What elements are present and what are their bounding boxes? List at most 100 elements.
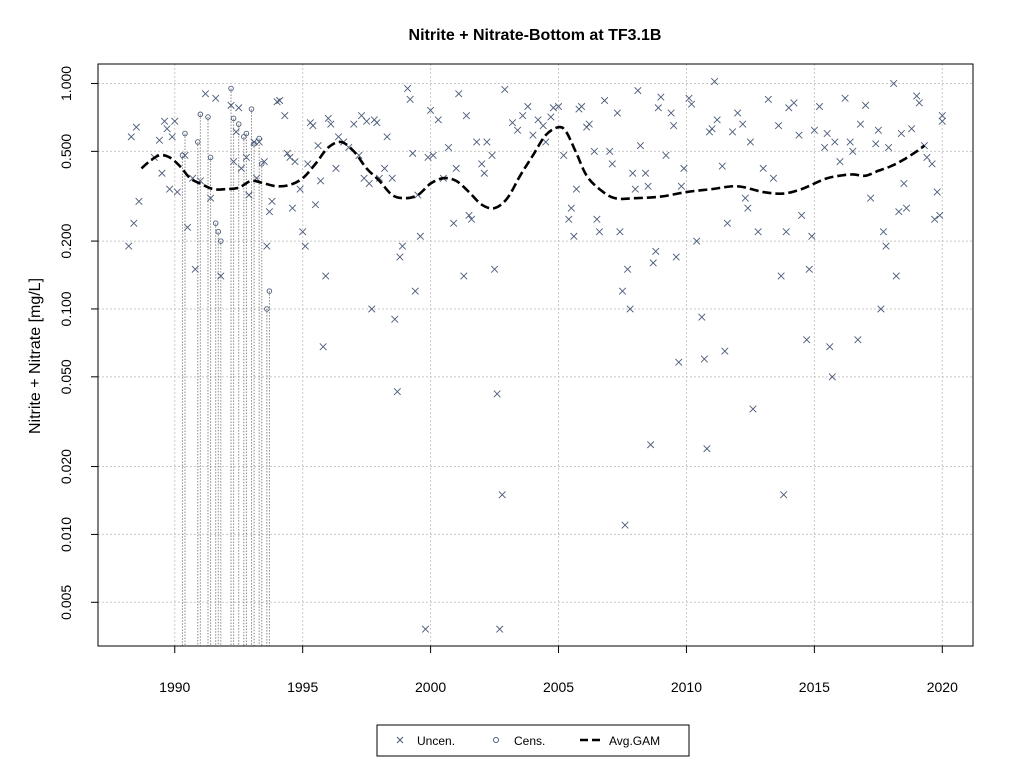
legend-box xyxy=(376,724,690,757)
censored-point xyxy=(228,85,234,92)
censored-point xyxy=(248,106,255,112)
uncensored-point xyxy=(703,445,711,453)
uncensored-point xyxy=(380,164,389,173)
uncensored-point xyxy=(478,160,486,168)
uncensored-point xyxy=(877,305,885,313)
uncensored-point xyxy=(795,131,803,139)
uncensored-point xyxy=(409,149,417,157)
uncensored-point xyxy=(892,272,900,280)
uncensored-point xyxy=(130,219,138,227)
uncensored-point xyxy=(718,162,726,170)
uncensored-point xyxy=(698,313,706,321)
uncensored-point xyxy=(744,204,752,212)
uncensored-point xyxy=(301,242,309,250)
uncensored-point xyxy=(235,104,243,112)
uncensored-point xyxy=(797,211,806,219)
uncensored-point xyxy=(388,174,396,182)
uncensored-point xyxy=(764,95,772,104)
y-tick-label: 0.050 xyxy=(58,359,74,394)
uncensored-point xyxy=(874,126,882,134)
uncensored-point xyxy=(808,232,816,240)
uncensored-point xyxy=(820,143,829,152)
uncensored-point xyxy=(803,336,811,344)
x-tick-label: 1995 xyxy=(287,679,318,695)
uncensored-point xyxy=(585,120,593,128)
x-tick-label: 2000 xyxy=(415,679,446,695)
uncensored-point xyxy=(626,305,634,313)
uncensored-point xyxy=(276,96,284,105)
uncensored-point xyxy=(780,491,788,499)
uncensored-point xyxy=(496,625,504,633)
uncensored-point xyxy=(577,102,586,111)
uncensored-point xyxy=(135,197,143,205)
uncensored-point xyxy=(191,265,199,273)
uncensored-point xyxy=(713,116,721,124)
uncensored-point xyxy=(928,160,936,168)
uncensored-point xyxy=(608,160,616,168)
uncensored-point xyxy=(560,151,568,159)
uncensored-point xyxy=(931,215,939,223)
uncensored-point xyxy=(255,138,263,146)
uncensored-point xyxy=(708,125,716,133)
uncensored-point xyxy=(849,147,857,155)
uncensored-point xyxy=(245,191,253,199)
y-tick-label: 0.020 xyxy=(58,449,74,484)
uncensored-point xyxy=(654,104,662,112)
uncensored-point xyxy=(782,228,790,236)
uncensored-point xyxy=(166,185,174,193)
censored-point xyxy=(205,114,211,120)
uncensored-point xyxy=(467,215,476,223)
uncensored-point xyxy=(513,126,522,134)
uncensored-series xyxy=(125,77,946,633)
uncensored-point xyxy=(677,182,685,190)
uncensored-point xyxy=(805,265,813,273)
uncensored-point xyxy=(754,228,762,236)
censored-point xyxy=(207,154,214,161)
uncensored-point xyxy=(283,149,291,157)
uncensored-point xyxy=(263,242,271,250)
uncensored-point xyxy=(319,343,327,351)
uncensored-point xyxy=(884,143,893,152)
uncensored-point xyxy=(895,208,903,216)
uncensored-point xyxy=(229,158,238,166)
censored-point xyxy=(256,135,262,142)
uncensored-point xyxy=(132,123,140,131)
uncensored-point xyxy=(879,228,888,236)
uncensored-point xyxy=(923,153,931,162)
uncensored-point xyxy=(173,188,181,196)
censored-point xyxy=(264,306,270,312)
uncensored-point xyxy=(613,109,621,117)
uncensored-point xyxy=(693,237,701,245)
uncensored-point xyxy=(657,93,665,101)
uncensored-point xyxy=(915,99,923,107)
uncensored-point xyxy=(158,169,166,177)
uncensored-point xyxy=(567,204,575,212)
y-tick-label: 0.010 xyxy=(58,517,74,552)
uncensored-point xyxy=(304,160,312,168)
uncensored-point xyxy=(212,94,220,102)
uncensored-point xyxy=(687,100,696,108)
uncensored-point xyxy=(675,358,683,366)
uncensored-point xyxy=(680,164,688,173)
uncensored-point xyxy=(595,228,604,236)
uncensored-point xyxy=(606,147,614,155)
uncensored-point xyxy=(524,102,532,111)
uncensored-point xyxy=(455,90,463,98)
uncensored-point xyxy=(444,143,453,152)
uncensored-point xyxy=(206,194,215,202)
uncensored-point xyxy=(534,116,542,124)
uncensored-point xyxy=(897,129,905,138)
uncensored-point xyxy=(160,117,169,125)
uncensored-point xyxy=(227,101,235,109)
uncensored-point xyxy=(823,129,831,138)
uncensored-point xyxy=(273,98,281,106)
uncensored-point xyxy=(846,138,854,146)
uncensored-point xyxy=(854,336,862,344)
uncensored-point xyxy=(652,247,660,256)
legend: Uncen. Cens. Avg.GAM xyxy=(376,724,690,757)
legend-cens-marker xyxy=(493,737,499,743)
uncensored-point xyxy=(600,96,609,105)
legend-uncen-marker xyxy=(396,736,404,744)
uncensored-point xyxy=(549,104,558,112)
